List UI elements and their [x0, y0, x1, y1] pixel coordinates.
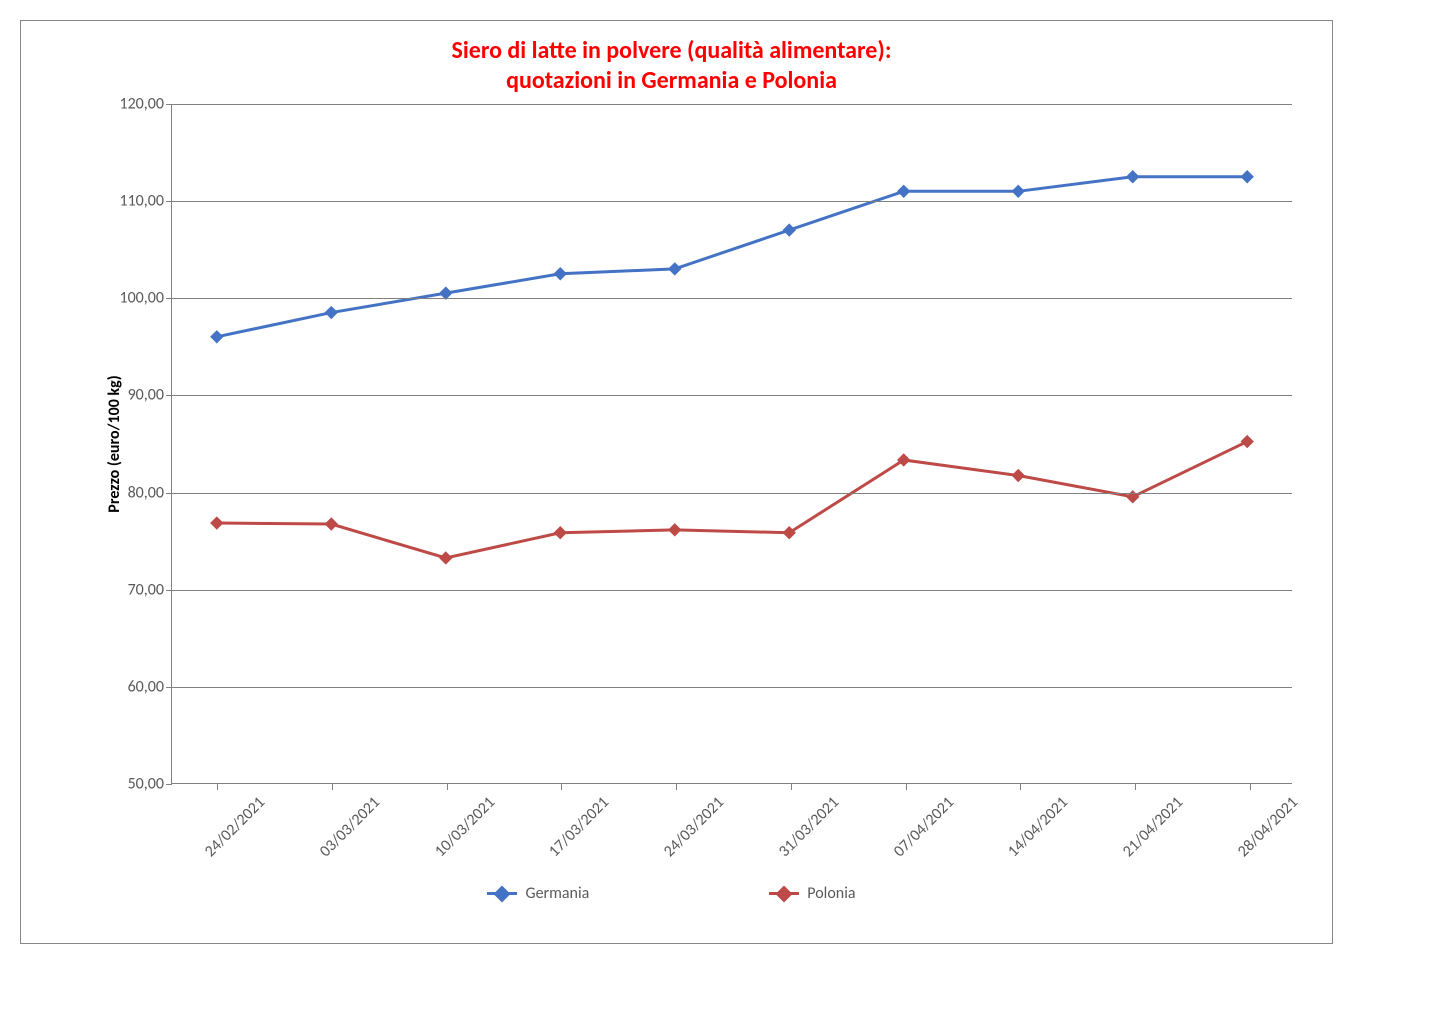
y-tick-label: 70,00 [128, 580, 172, 599]
series-marker-germania [669, 263, 681, 275]
series-marker-polonia [440, 552, 452, 564]
plot-area: 50,0060,0070,0080,0090,00100,00110,00120… [171, 104, 1292, 784]
x-tick-mark [906, 784, 907, 790]
gridline [172, 298, 1292, 299]
chart-title: Siero di latte in polvere (qualità alime… [31, 36, 1312, 96]
y-tick-label: 120,00 [119, 95, 172, 114]
x-tick-label: 24/02/2021 [201, 793, 269, 861]
x-tick-label: 03/03/2021 [316, 793, 384, 861]
legend-swatch [487, 892, 517, 895]
x-tick-mark [1250, 784, 1251, 790]
series-marker-polonia [554, 527, 566, 539]
series-marker-germania [211, 331, 223, 343]
gridline [172, 687, 1292, 688]
x-tick-mark [332, 784, 333, 790]
gridline [172, 104, 1292, 105]
gridline [172, 201, 1292, 202]
series-marker-germania [898, 185, 910, 197]
y-tick-label: 60,00 [128, 677, 172, 696]
legend-item-polonia: Polonia [769, 884, 855, 903]
x-tick-label: 31/03/2021 [775, 793, 843, 861]
y-axis-label: Prezzo (euro/100 kg) [105, 375, 124, 512]
y-tick-label: 50,00 [128, 775, 172, 794]
x-tick-mark [1020, 784, 1021, 790]
series-marker-germania [325, 307, 337, 319]
chart-lines-svg [172, 104, 1292, 783]
series-marker-germania [1012, 185, 1024, 197]
legend: Germania Polonia [31, 884, 1312, 903]
series-marker-polonia [325, 518, 337, 530]
y-tick-label: 100,00 [119, 289, 172, 308]
y-tick-label: 90,00 [128, 386, 172, 405]
y-tick-label: 80,00 [128, 483, 172, 502]
legend-marker [776, 885, 793, 902]
series-marker-polonia [669, 524, 681, 536]
legend-label: Polonia [807, 884, 855, 903]
series-marker-polonia [1012, 470, 1024, 482]
series-marker-polonia [211, 517, 223, 529]
series-marker-germania [1127, 171, 1139, 183]
legend-item-germania: Germania [487, 884, 589, 903]
x-tick-label: 21/04/2021 [1119, 793, 1187, 861]
series-line-polonia [217, 442, 1247, 558]
legend-label: Germania [525, 884, 589, 903]
x-tick-mark [791, 784, 792, 790]
chart-title-line1: Siero di latte in polvere (qualità alime… [452, 36, 892, 65]
x-tick-label: 24/03/2021 [660, 793, 728, 861]
y-tick-label: 110,00 [119, 192, 172, 211]
series-marker-polonia [1241, 436, 1253, 448]
gridline [172, 590, 1292, 591]
x-tick-mark [676, 784, 677, 790]
gridline [172, 395, 1292, 396]
plot-wrapper: Prezzo (euro/100 kg) 50,0060,0070,0080,0… [101, 104, 1292, 784]
x-tick-label: 14/04/2021 [1004, 793, 1072, 861]
series-marker-germania [783, 224, 795, 236]
x-tick-mark [1135, 784, 1136, 790]
gridline [172, 493, 1292, 494]
chart-container: Siero di latte in polvere (qualità alime… [20, 20, 1333, 944]
x-tick-mark [447, 784, 448, 790]
x-tick-mark [217, 784, 218, 790]
legend-swatch [769, 892, 799, 895]
series-marker-germania [1241, 171, 1253, 183]
series-marker-germania [554, 268, 566, 280]
x-tick-label: 28/04/2021 [1234, 793, 1302, 861]
x-tick-mark [561, 784, 562, 790]
chart-title-line2: quotazioni in Germania e Polonia [506, 66, 837, 95]
legend-marker [494, 885, 511, 902]
x-tick-label: 10/03/2021 [431, 793, 499, 861]
x-tick-label: 17/03/2021 [545, 793, 613, 861]
x-tick-label: 07/04/2021 [890, 793, 958, 861]
